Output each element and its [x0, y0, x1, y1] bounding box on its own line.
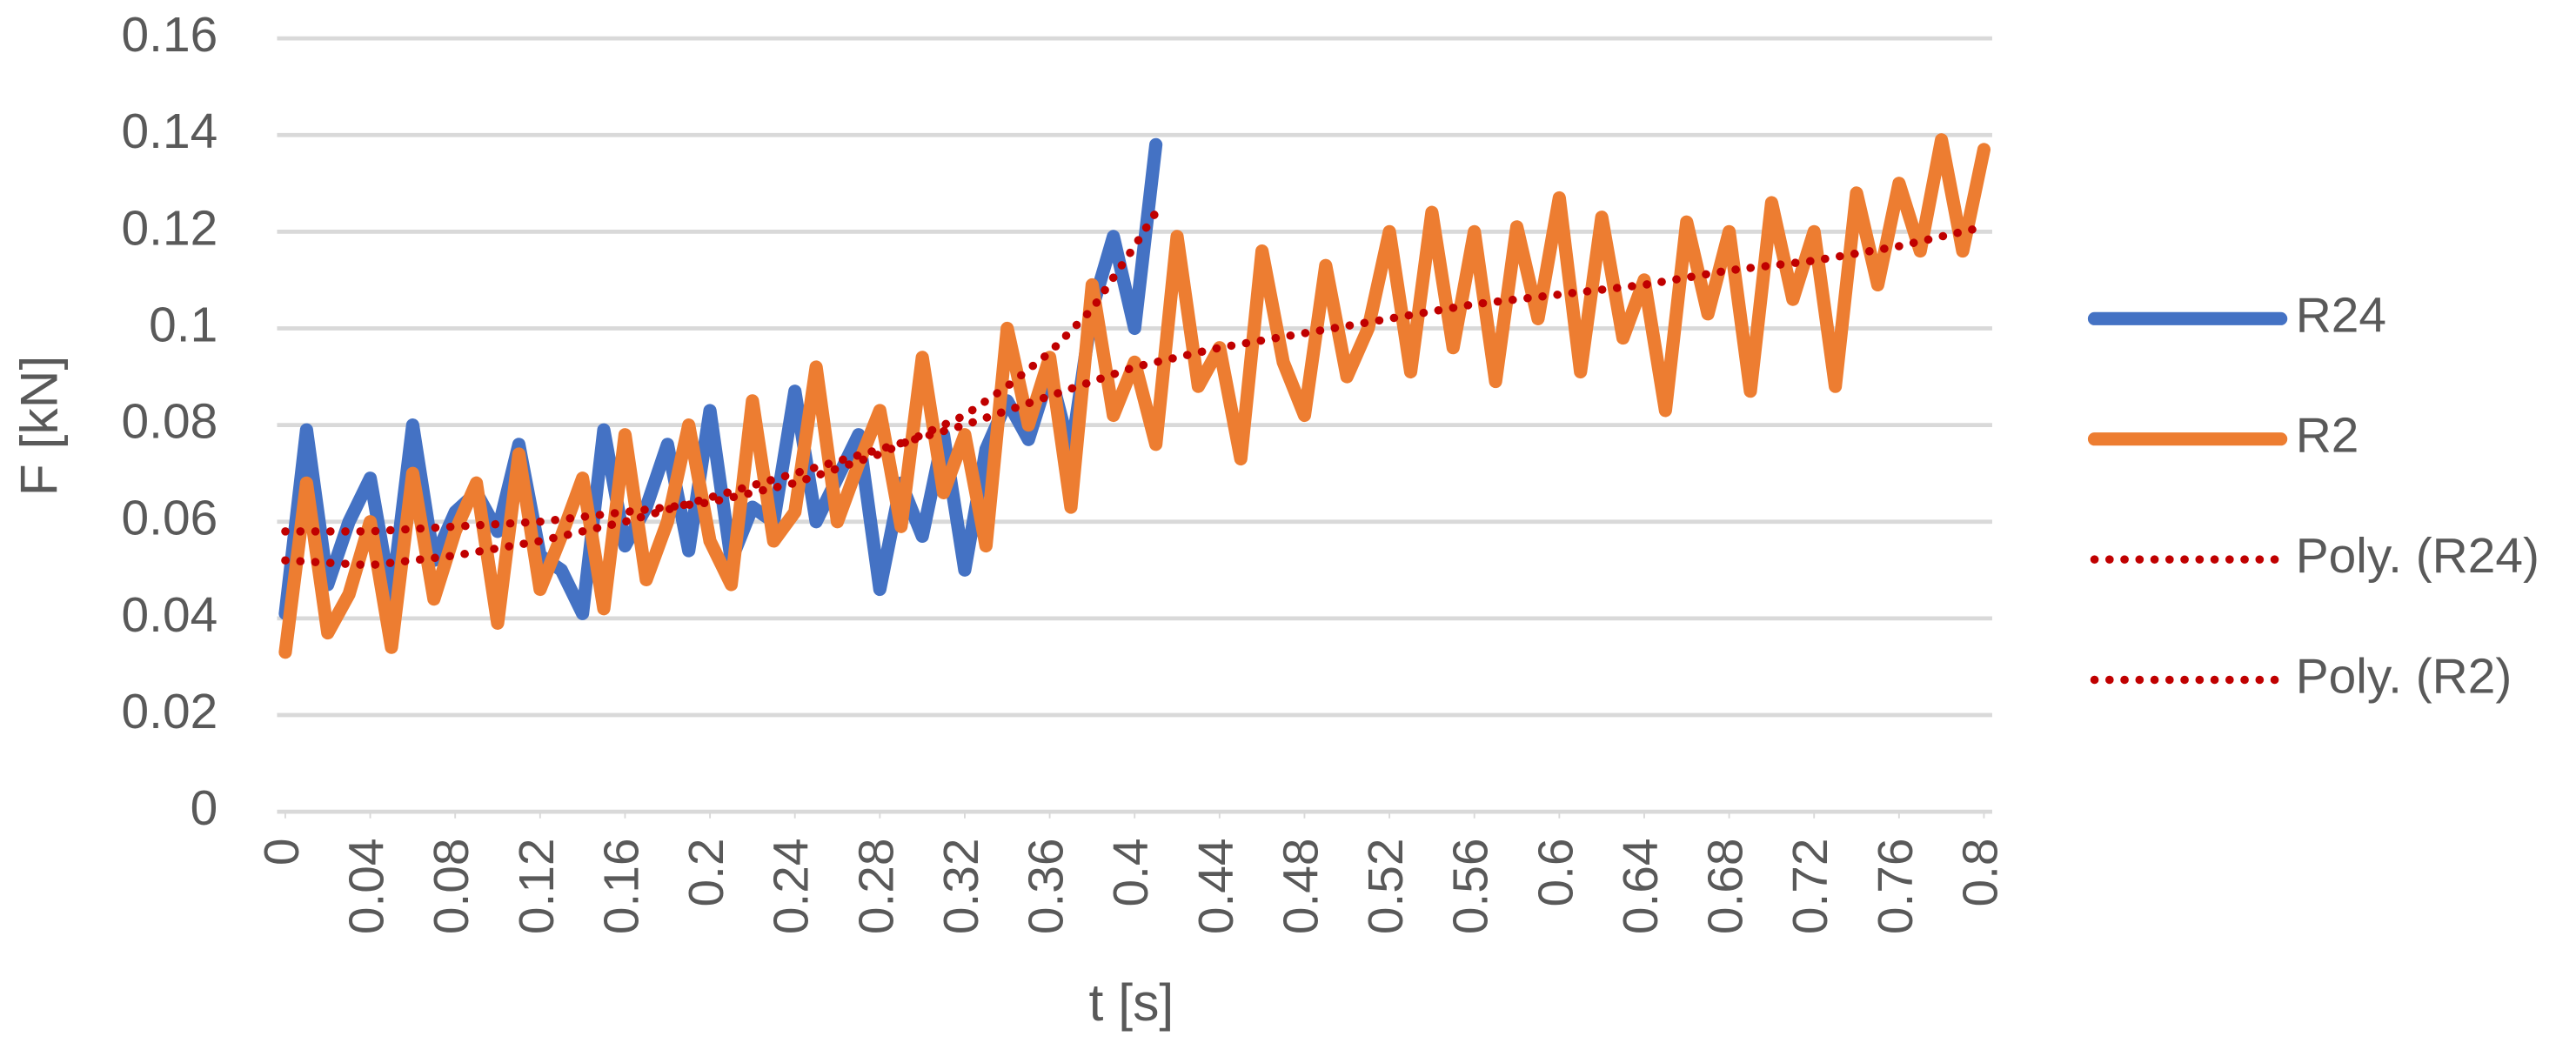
- x-tick-label: 0.24: [765, 838, 820, 934]
- x-tick-label: 0.44: [1189, 838, 1244, 934]
- legend-label: R2: [2296, 409, 2359, 464]
- x-tick-label: 0.12: [510, 838, 565, 934]
- x-axis-title: t [s]: [1089, 973, 1174, 1032]
- y-tick-label: 0.04: [122, 588, 218, 643]
- y-tick-label: 0.14: [122, 104, 218, 159]
- x-tick-label: 0.04: [340, 838, 395, 934]
- y-tick-label: 0.12: [122, 201, 218, 256]
- y-tick-label: 0.06: [122, 491, 218, 546]
- y-tick-label: 0: [191, 781, 218, 836]
- x-tick-label: 0.76: [1869, 838, 1924, 934]
- line: [281, 208, 1161, 536]
- x-tick-label: 0.8: [1953, 838, 2008, 906]
- line: [278, 133, 1991, 659]
- y-tick-label: 0.02: [122, 685, 218, 739]
- x-tick-label: 0.64: [1614, 838, 1669, 934]
- line: [278, 137, 1163, 620]
- x-tick-label: 0.4: [1104, 838, 1159, 906]
- x-tick-label: 0.6: [1529, 838, 1583, 906]
- x-tick-label: 0.28: [849, 838, 904, 934]
- y-tick-label: 0.08: [122, 395, 218, 450]
- x-tick-label: 0.72: [1783, 838, 1838, 934]
- line: [281, 223, 1989, 570]
- x-tick-label: 0.36: [1020, 838, 1074, 934]
- x-tick-label: 0.52: [1359, 838, 1414, 934]
- y-axis-title: F [kN]: [9, 356, 68, 497]
- y-tick-label: 0.1: [149, 298, 217, 352]
- legend-label: Poly. (R2): [2296, 649, 2512, 704]
- x-tick-label: 0.48: [1274, 838, 1328, 934]
- legend-label: Poly. (R24): [2296, 529, 2539, 584]
- x-tick-label: 0.08: [425, 838, 479, 934]
- x-tick-label: 0.32: [934, 838, 989, 934]
- y-tick-label: 0.16: [122, 8, 218, 63]
- x-tick-label: 0.2: [679, 838, 734, 906]
- legend-label: R24: [2296, 288, 2386, 343]
- x-tick-label: 0: [255, 838, 310, 866]
- x-tick-label: 0.16: [594, 838, 649, 934]
- x-tick-label: 0.68: [1699, 838, 1754, 934]
- x-tick-label: 0.56: [1444, 838, 1499, 934]
